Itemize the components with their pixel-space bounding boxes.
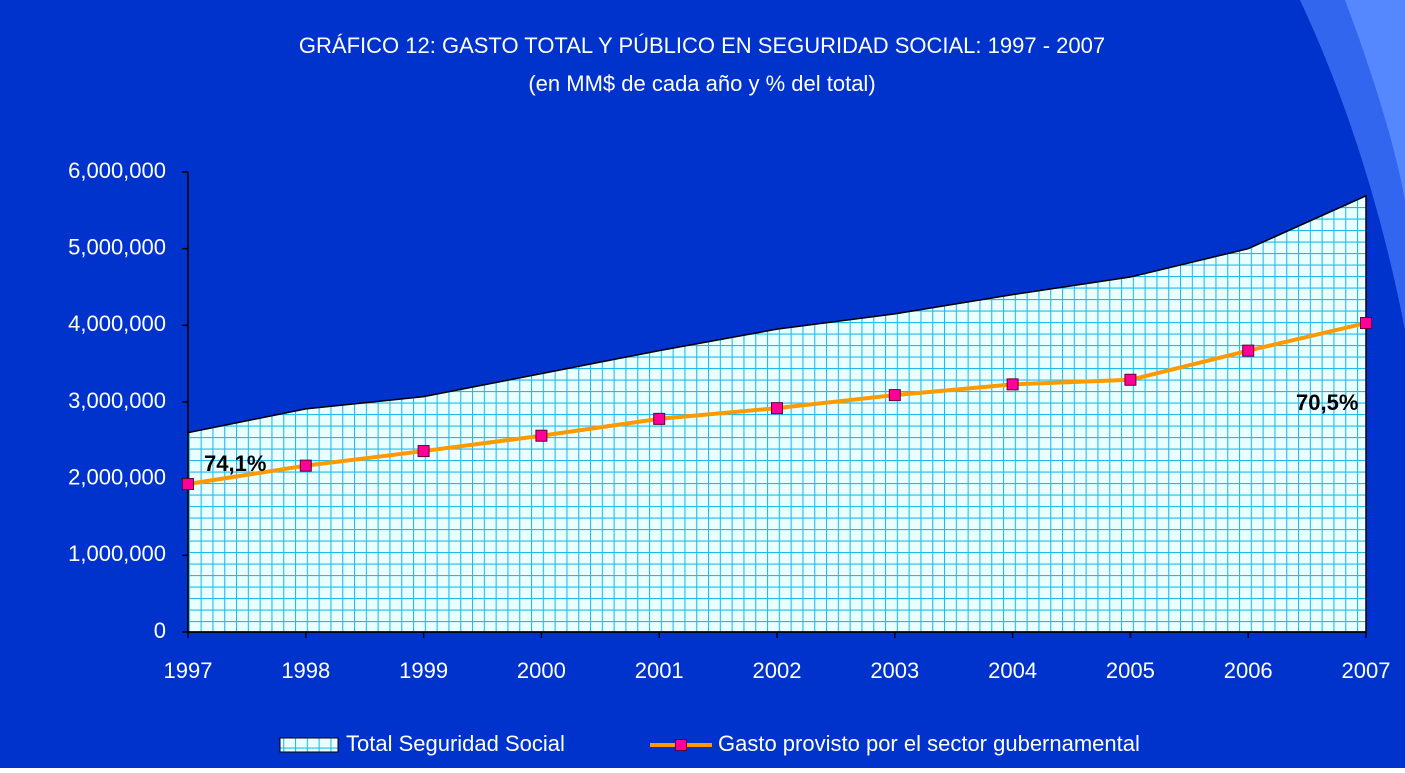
annotation: 70,5%: [1296, 390, 1358, 415]
y-tick-label: 3,000,000: [68, 388, 166, 413]
marker: [535, 429, 548, 442]
x-tick-label: 2007: [1342, 658, 1391, 683]
y-tick-label: 6,000,000: [68, 158, 166, 183]
x-tick-label: 2004: [988, 658, 1037, 683]
marker: [888, 389, 901, 402]
x-tick-label: 2000: [517, 658, 566, 683]
legend-marker: [675, 739, 687, 751]
marker: [1124, 373, 1137, 386]
marker: [299, 459, 312, 472]
x-tick-label: 2006: [1224, 658, 1273, 683]
x-tick-label: 1998: [281, 658, 330, 683]
marker: [1006, 378, 1019, 391]
x-tick-label: 2001: [635, 658, 684, 683]
x-tick-label: 1999: [399, 658, 448, 683]
x-tick-label: 2002: [753, 658, 802, 683]
legend-label: Gasto provisto por el sector gubernament…: [718, 731, 1140, 756]
marker: [417, 445, 430, 458]
marker: [1360, 317, 1372, 330]
x-tick-label: 2003: [870, 658, 919, 683]
decoration: [1345, 0, 1405, 200]
legend-swatch: [279, 737, 339, 753]
x-tick-label: 2005: [1106, 658, 1155, 683]
marker: [653, 412, 666, 425]
legend-label: Total Seguridad Social: [346, 731, 565, 756]
marker: [771, 402, 783, 415]
marker: [1242, 344, 1255, 357]
y-tick-label: 5,000,000: [68, 234, 166, 259]
chart-title: GRÁFICO 12: GASTO TOTAL Y PÚBLICO EN SEG…: [299, 33, 1105, 58]
x-tick-label: 1997: [164, 658, 213, 683]
chart-subtitle: (en MM$ de cada año y % del total): [528, 71, 875, 96]
marker: [182, 478, 194, 491]
y-tick-label: 2,000,000: [68, 464, 166, 489]
y-tick-label: 4,000,000: [68, 311, 166, 336]
y-tick-label: 0: [154, 618, 166, 643]
y-tick-label: 1,000,000: [68, 541, 166, 566]
annotation: 74,1%: [204, 451, 266, 476]
